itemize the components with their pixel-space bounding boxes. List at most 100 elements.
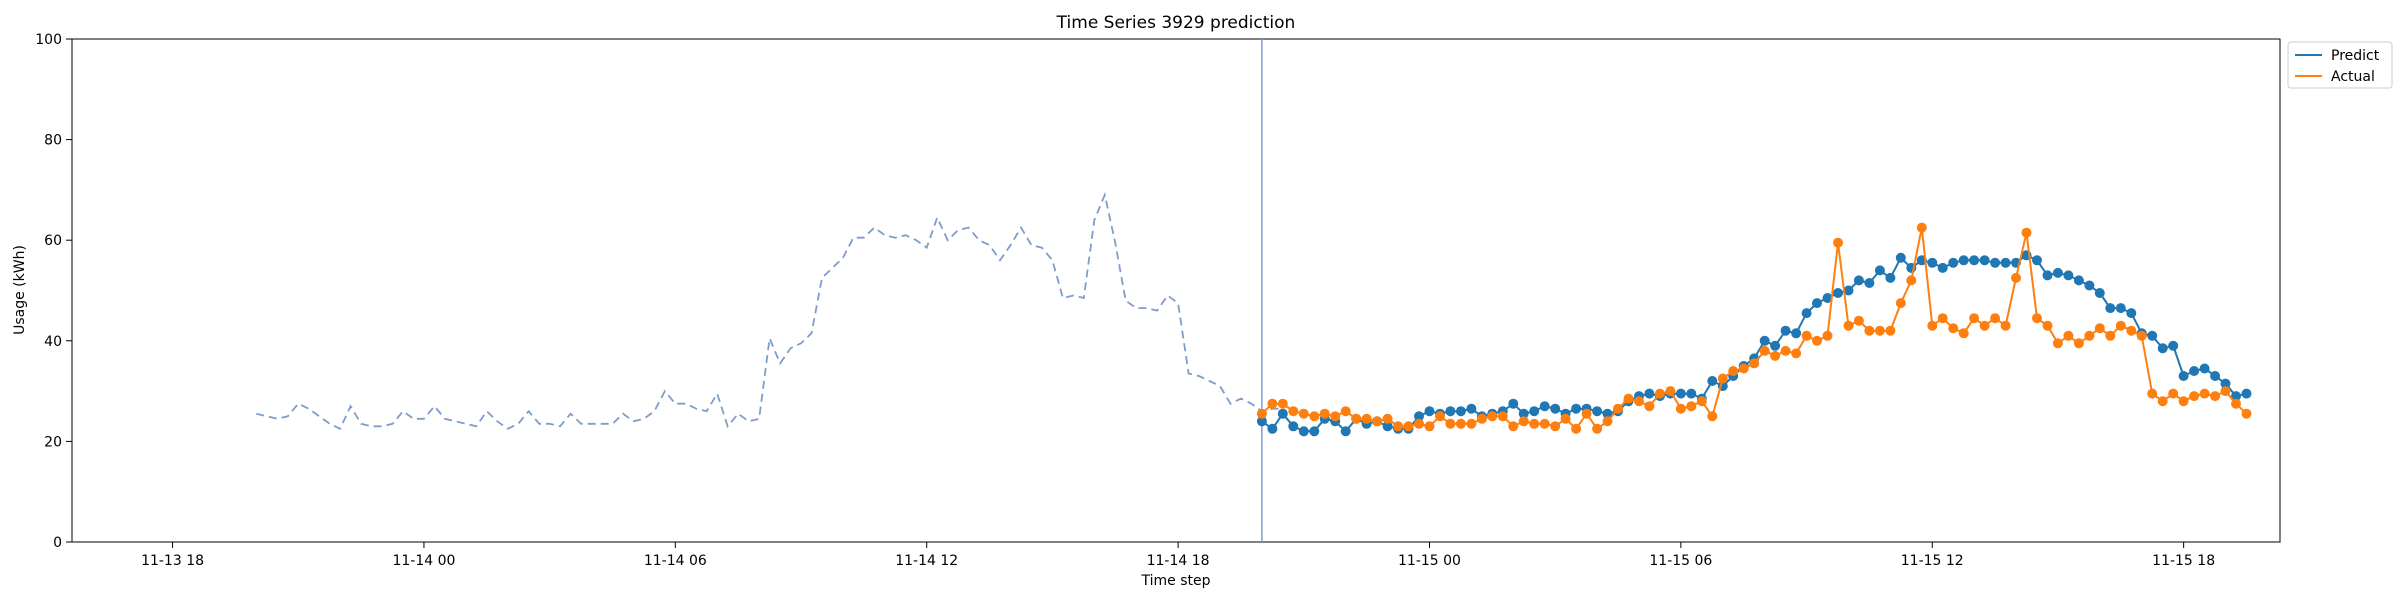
actual-point	[1602, 416, 1613, 427]
actual-point	[2168, 388, 2179, 399]
predict-point	[1969, 255, 1980, 266]
predict-point	[1874, 265, 1885, 276]
actual-point	[1277, 398, 1288, 409]
actual-point	[2063, 330, 2074, 341]
actual-point	[1874, 325, 1885, 336]
predict-point	[2094, 288, 2105, 298]
predict-point	[1340, 426, 1351, 437]
actual-point	[2147, 388, 2158, 399]
series-layer	[256, 191, 2252, 437]
actual-point	[1979, 320, 1990, 331]
actual-point	[1393, 421, 1404, 432]
predict-point	[1414, 411, 1424, 422]
actual-point	[1298, 408, 1309, 419]
y-tick-label: 40	[44, 334, 62, 350]
x-tick-label: 11-13 18	[141, 553, 204, 569]
actual-point	[1759, 345, 1770, 356]
predict-point	[1592, 406, 1603, 417]
actual-point	[2105, 330, 2116, 341]
x-tick-label: 11-15 06	[1649, 553, 1712, 569]
legend: Predict Actual	[2287, 41, 2393, 89]
actual-point	[1686, 401, 1697, 412]
predict-point	[1759, 335, 1770, 346]
predict-point	[1958, 255, 1969, 266]
x-tick-label: 11-14 12	[895, 553, 958, 569]
actual-point	[1916, 222, 1927, 233]
y-axis: 0 20 40 60 80 100	[35, 32, 72, 551]
actual-point	[1309, 411, 1320, 422]
predict-point	[1885, 272, 1896, 283]
actual-point	[1414, 418, 1424, 429]
predict-point	[2189, 366, 2200, 376]
predict-point	[1309, 426, 1320, 437]
predict-point	[1843, 285, 1854, 296]
actual-point	[1529, 418, 1540, 429]
predict-point	[2052, 267, 2063, 278]
predict-point	[2199, 363, 2210, 374]
actual-point	[2126, 325, 2137, 336]
y-axis-label: Usage (kWh)	[12, 245, 28, 335]
predict-point	[1445, 406, 1456, 417]
predict-point	[2042, 270, 2053, 281]
actual-point	[1780, 345, 1791, 356]
actual-point	[2136, 330, 2147, 341]
actual-point	[2032, 313, 2042, 324]
actual-point	[2073, 338, 2084, 349]
predict-point	[1822, 293, 1833, 303]
actual-point	[2220, 386, 2231, 397]
actual-point	[1948, 323, 1959, 334]
predict-point	[1267, 423, 1278, 434]
actual-point	[1550, 421, 1561, 432]
predict-point	[1288, 421, 1299, 432]
predict-point	[2105, 303, 2116, 314]
predict-point	[1864, 278, 1875, 288]
actual-point	[2231, 398, 2241, 409]
predict-point	[1895, 252, 1906, 263]
predict-point	[1937, 262, 1948, 273]
actual-point	[2241, 408, 2252, 419]
predict-point	[1529, 406, 1540, 417]
actual-point	[1958, 328, 1969, 339]
actual-point	[1833, 237, 1843, 248]
actual-point	[1613, 403, 1623, 414]
chart-title: Time Series 3929 prediction	[1056, 13, 1296, 33]
actual-point	[1843, 320, 1854, 331]
predict-point	[1256, 416, 1267, 427]
predict-point	[1539, 401, 1550, 412]
x-tick-label: 11-14 18	[1147, 553, 1210, 569]
actual-point	[1927, 320, 1938, 331]
actual-point	[1812, 335, 1822, 346]
predict-point	[1707, 376, 1718, 386]
predict-point	[1424, 406, 1435, 417]
actual-point	[1435, 411, 1445, 422]
legend-predict-label: Predict	[2331, 48, 2380, 64]
plot-area	[71, 38, 2281, 543]
actual-point	[2052, 338, 2063, 349]
predict-point	[2241, 388, 2252, 399]
actual-point	[1634, 396, 1644, 407]
y-tick-label: 80	[44, 133, 62, 149]
predict-point	[2115, 303, 2126, 314]
actual-point	[2199, 388, 2210, 399]
predict-point	[2000, 257, 2011, 268]
actual-point	[1885, 325, 1896, 336]
actual-point	[1822, 330, 1833, 341]
actual-point	[1623, 393, 1634, 404]
actual-point	[1382, 413, 1393, 424]
actual-point	[1288, 406, 1299, 417]
actual-point	[2189, 391, 2200, 402]
actual-point	[1455, 418, 1466, 429]
actual-point	[1791, 348, 1802, 359]
predict-point	[2168, 340, 2179, 351]
actual-point	[2178, 396, 2189, 407]
predict-point	[1675, 388, 1686, 399]
predict-point	[1948, 257, 1959, 268]
actual-point	[1539, 418, 1550, 429]
predict-point	[1455, 406, 1466, 417]
actual-point	[1707, 411, 1718, 422]
actual-point	[1675, 403, 1686, 414]
actual-point	[1571, 423, 1582, 434]
actual-point	[2042, 320, 2053, 331]
x-tick-label: 11-15 12	[1901, 553, 1964, 569]
predict-point	[1979, 255, 1990, 266]
